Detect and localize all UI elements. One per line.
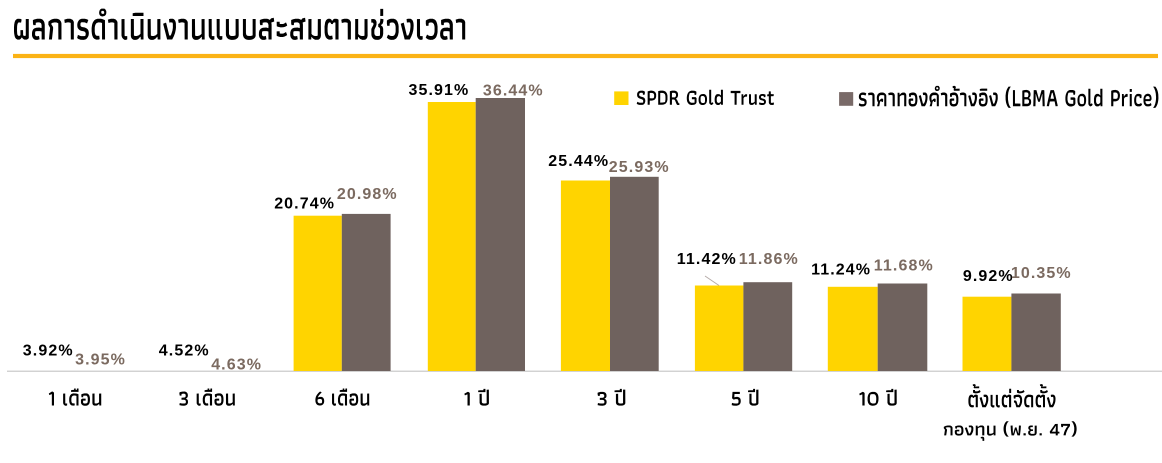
svg-text:36.44%: 36.44% [483, 82, 544, 99]
svg-text:20.74%: 20.74% [274, 196, 335, 213]
svg-text:4.63%: 4.63% [211, 357, 262, 374]
svg-text:3.95%: 3.95% [75, 351, 126, 368]
svg-text:25.93%: 25.93% [609, 159, 670, 176]
svg-text:9.92%: 9.92% [963, 268, 1014, 285]
svg-text:3.92%: 3.92% [23, 343, 74, 360]
svg-text:11.68%: 11.68% [874, 258, 934, 275]
svg-text:10.35%: 10.35% [1011, 265, 1072, 282]
svg-text:11.42%: 11.42% [677, 251, 737, 268]
svg-text:35.91%: 35.91% [409, 82, 470, 99]
svg-text:11.86%: 11.86% [739, 251, 799, 268]
svg-text:4.52%: 4.52% [159, 343, 210, 360]
svg-text:25.44%: 25.44% [548, 153, 609, 170]
svg-text:11.24%: 11.24% [811, 262, 871, 279]
svg-text:20.98%: 20.98% [337, 186, 398, 203]
